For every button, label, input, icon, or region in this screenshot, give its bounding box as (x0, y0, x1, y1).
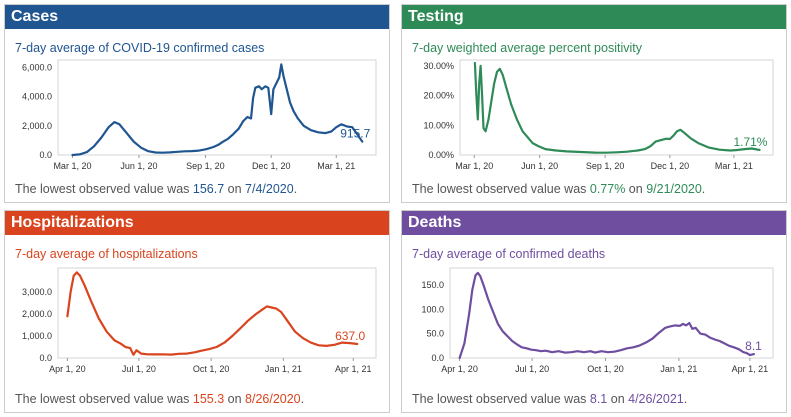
last-value-label: 8.1 (745, 339, 762, 353)
x-tick-label: Apr 1, 21 (732, 364, 769, 374)
footer-prefix: The lowest observed value was (412, 392, 590, 406)
footer-mid: on (625, 182, 647, 196)
x-tick-label: Sep 1, 20 (186, 161, 225, 171)
footer-date: 9/21/2020 (646, 182, 702, 196)
testing-panel: Testing 7-day weighted average percent p… (401, 4, 787, 203)
x-tick-label: Apr 1, 20 (441, 364, 478, 374)
footer-date: 7/4/2020 (245, 182, 294, 196)
y-tick-label: 0.0 (39, 353, 52, 363)
panel-title: Testing (402, 5, 786, 29)
x-tick-label: Dec 1, 20 (651, 161, 690, 171)
chart-footer: The lowest observed value was 155.3 on 8… (15, 392, 304, 406)
series-line (473, 61, 761, 154)
footer-prefix: The lowest observed value was (15, 392, 193, 406)
y-tick-label: 20.00% (423, 91, 454, 101)
x-tick-label: Jul 1, 20 (515, 364, 549, 374)
y-tick-label: 100.0 (421, 304, 444, 314)
footer-mid: on (224, 392, 246, 406)
y-tick-label: 10.00% (423, 120, 454, 130)
deaths-panel: Deaths 7-day average of confirmed deaths… (401, 210, 787, 413)
y-tick-label: 50.0 (426, 329, 444, 339)
footer-mid: on (607, 392, 629, 406)
y-tick-label: 4,000.0 (22, 92, 52, 102)
x-tick-label: Apr 1, 21 (335, 364, 372, 374)
y-tick-label: 0.0 (39, 150, 52, 160)
cases-panel: Cases 7-day average of COVID-19 confirme… (4, 4, 390, 203)
plot-frame (449, 267, 774, 359)
last-value-label: 637.0 (335, 329, 365, 343)
panel-title: Hospitalizations (5, 211, 389, 235)
y-tick-label: 6,000.0 (22, 62, 52, 72)
chart-subtitle: 7-day average of hospitalizations (15, 247, 198, 261)
series-line (66, 271, 359, 356)
x-tick-label: Oct 1, 20 (587, 364, 624, 374)
series-line (458, 271, 755, 360)
plot-frame (57, 267, 377, 359)
y-tick-label: 1,000.0 (22, 331, 52, 341)
cases-chart: 0.0 2,000.0 4,000.0 6,000.0 Mar 1, 20 Jun 1, … (22, 59, 377, 171)
chart-footer: The lowest observed value was 0.77% on 9… (412, 182, 705, 196)
footer-suffix: . (701, 182, 706, 196)
y-tick-label: 3,000.0 (22, 287, 52, 297)
x-tick-label: Jul 1, 20 (122, 364, 156, 374)
chart-footer: The lowest observed value was 156.7 on 7… (15, 182, 297, 196)
footer-value: 8.1 (589, 392, 608, 406)
footer-suffix: . (683, 392, 688, 406)
footer-suffix: . (293, 182, 298, 196)
footer-prefix: The lowest observed value was (412, 182, 590, 196)
series-line (71, 63, 364, 157)
x-tick-label: Mar 1, 21 (715, 161, 753, 171)
x-tick-label: Oct 1, 20 (193, 364, 230, 374)
y-tick-label: 150.0 (421, 280, 444, 290)
y-tick-label: 2,000.0 (22, 121, 52, 131)
plot-frame (459, 59, 774, 156)
chart-footer: The lowest observed value was 8.1 on 4/2… (412, 392, 687, 406)
chart-subtitle: 7-day average of COVID-19 confirmed case… (15, 41, 265, 55)
testing-chart: 0.00% 10.00% 20.00% 30.00% Mar 1, 20 Jun 1, 2… (423, 59, 774, 171)
last-value-label: 1.71% (733, 135, 767, 149)
hospitalizations-chart: 0.0 1,000.0 2,000.0 3,000.0 Apr 1, 20 Jul 1, … (22, 267, 377, 374)
x-tick-label: Jun 1, 20 (521, 161, 558, 171)
y-tick-label: 0.0 (431, 353, 444, 363)
footer-value: 155.3 (192, 392, 225, 406)
last-value-label: 915.7 (340, 127, 370, 141)
panel-title: Cases (5, 5, 389, 29)
x-tick-label: Jun 1, 20 (120, 161, 157, 171)
footer-suffix: . (300, 392, 305, 406)
x-tick-label: Mar 1, 20 (53, 161, 91, 171)
panel-title: Deaths (402, 211, 786, 235)
x-tick-label: Jan 1, 21 (660, 364, 697, 374)
y-tick-label: 30.00% (423, 61, 454, 71)
footer-date: 4/26/2021 (628, 392, 684, 406)
chart-subtitle: 7-day average of confirmed deaths (412, 247, 606, 261)
x-tick-label: Apr 1, 20 (49, 364, 86, 374)
deaths-chart: 0.0 50.0 100.0 150.0 Apr 1, 20 Jul 1, 20 Oct 1… (421, 267, 774, 374)
footer-prefix: The lowest observed value was (15, 182, 193, 196)
chart-subtitle: 7-day weighted average percent positivit… (412, 41, 642, 55)
hospitalizations-panel: Hospitalizations 7-day average of hospit… (4, 210, 390, 413)
plot-frame (57, 59, 377, 156)
footer-value: 0.77% (589, 182, 626, 196)
x-tick-label: Sep 1, 20 (586, 161, 625, 171)
x-tick-label: Jan 1, 21 (265, 364, 302, 374)
y-tick-label: 2,000.0 (22, 309, 52, 319)
footer-value: 156.7 (192, 182, 225, 196)
footer-date: 8/26/2020 (245, 392, 301, 406)
footer-mid: on (224, 182, 246, 196)
x-tick-label: Dec 1, 20 (252, 161, 291, 171)
y-tick-label: 0.00% (428, 150, 454, 160)
x-tick-label: Mar 1, 21 (317, 161, 355, 171)
x-tick-label: Mar 1, 20 (455, 161, 493, 171)
